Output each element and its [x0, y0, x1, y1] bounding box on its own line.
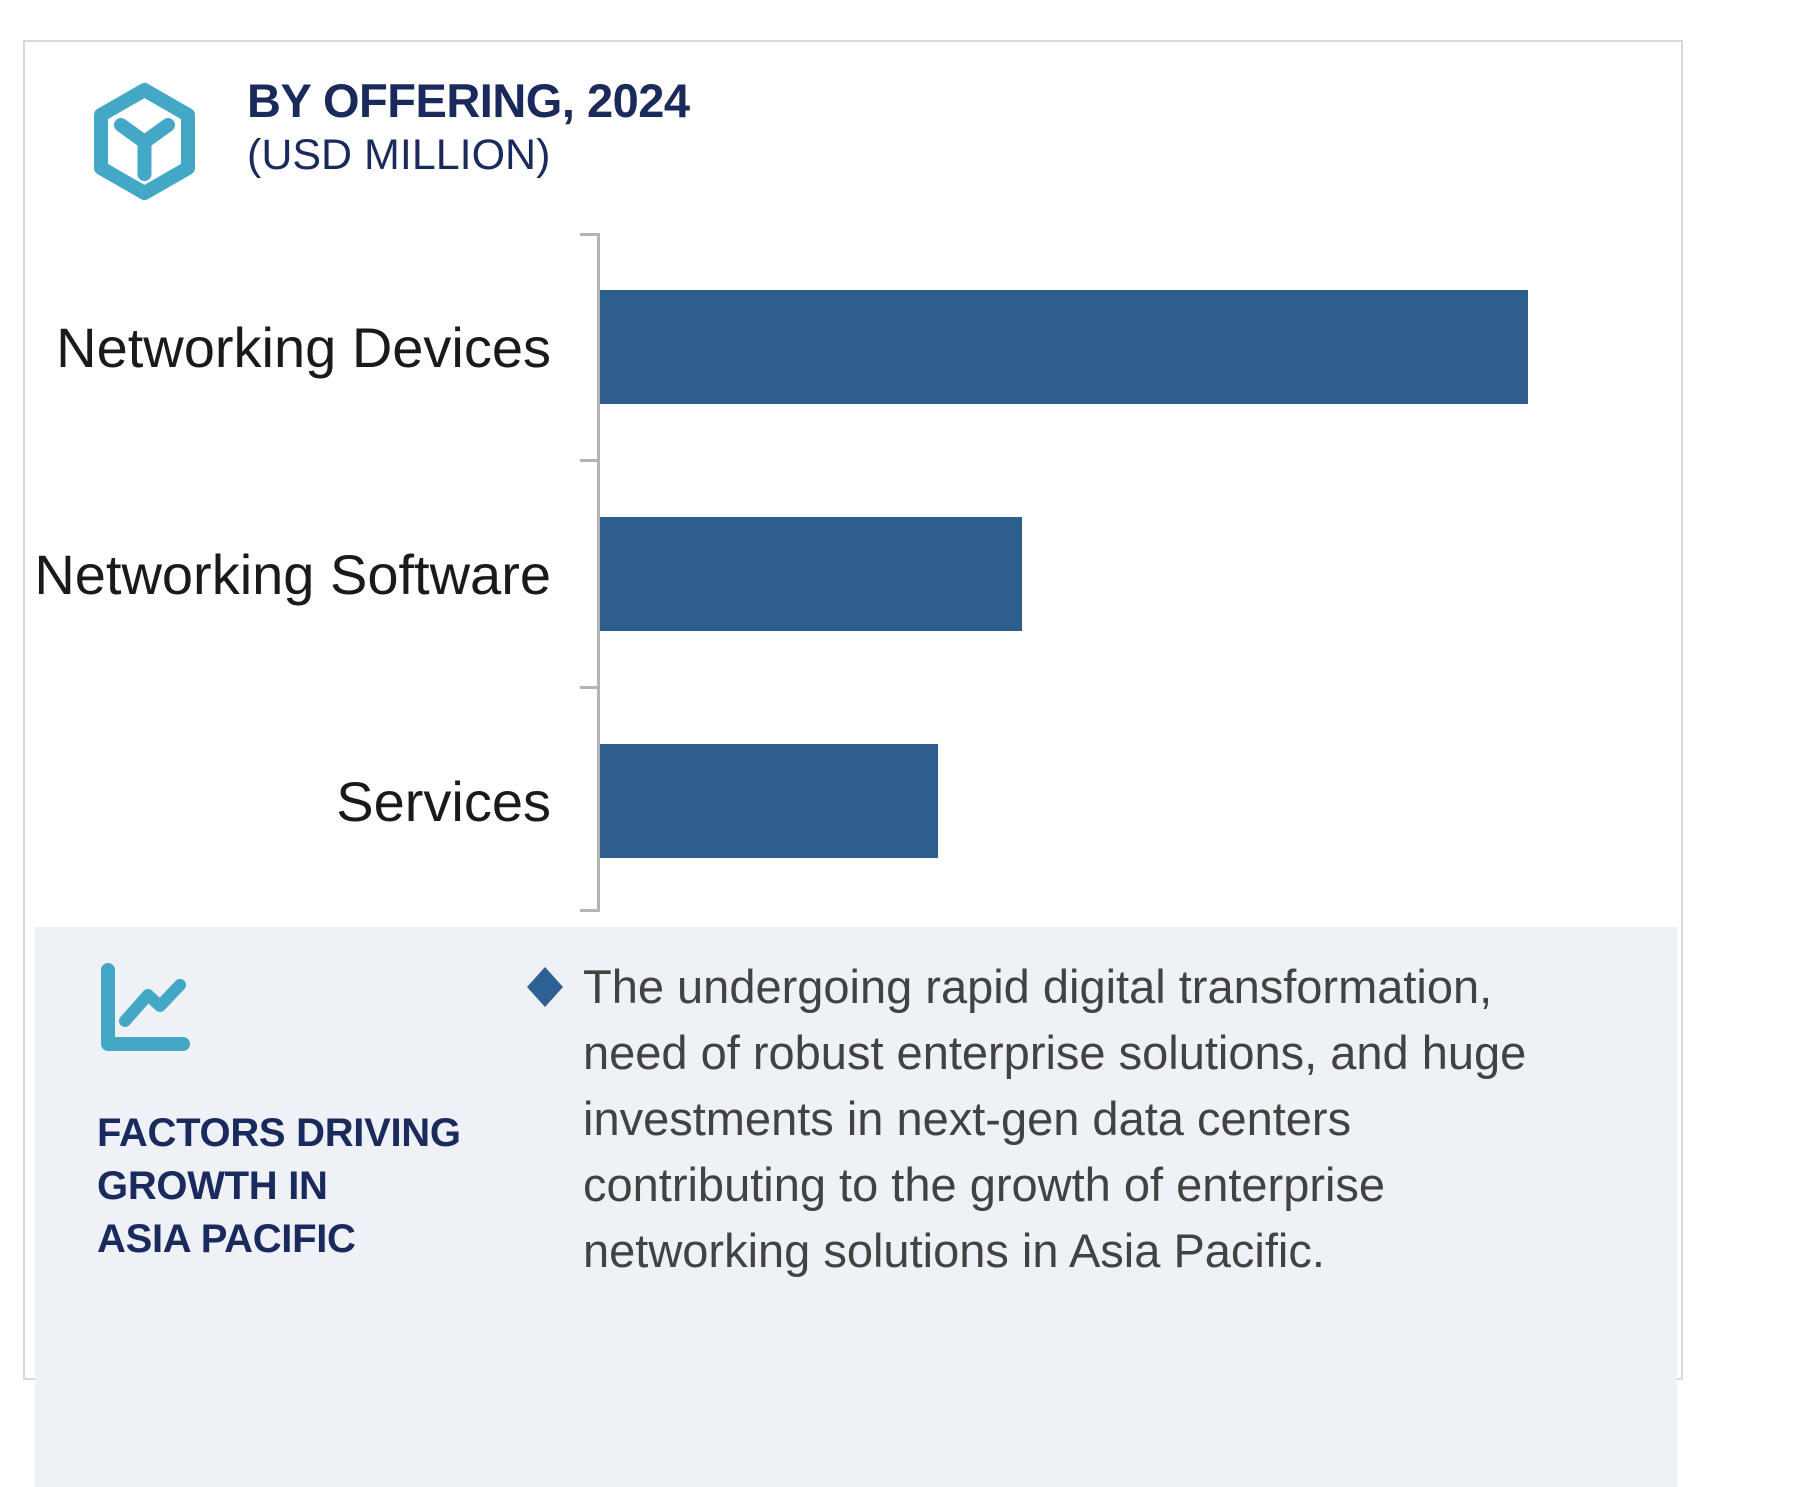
category-label: Networking Devices [56, 315, 551, 379]
axis-tick [580, 233, 597, 236]
growth-factor-text-line: need of robust enterprise solutions, and… [583, 1026, 1527, 1079]
category-label: Services [336, 769, 551, 833]
bar-networking-software [600, 517, 1022, 631]
axis-tick [580, 909, 597, 912]
growth-factor-text-line: contributing to the growth of enterprise [583, 1158, 1386, 1211]
panel-heading-line: FACTORS DRIVING [97, 1111, 461, 1155]
panel-heading-line: GROWTH IN [97, 1164, 328, 1208]
growth-factors-panel: FACTORS DRIVING GROWTH IN ASIA PACIFIC T… [35, 927, 1677, 1487]
axis-tick [580, 686, 597, 689]
panel-heading: FACTORS DRIVING GROWTH IN ASIA PACIFIC [97, 1107, 461, 1266]
y-axis-line [597, 233, 600, 912]
chart-title: BY OFFERING, 2024 [247, 74, 690, 127]
infographic-card: BY OFFERING, 2024 (USD MILLION) Networki… [23, 40, 1685, 1487]
hexagon-box-icon [94, 83, 195, 200]
bar-networking-devices [600, 290, 1528, 404]
growth-factor-text-line: networking solutions in Asia Pacific. [583, 1224, 1325, 1277]
growth-factor-text-line: investments in next-gen data centers [583, 1092, 1352, 1145]
bar-services [600, 744, 938, 858]
line-chart-icon [101, 963, 190, 1051]
panel-heading-line: ASIA PACIFIC [97, 1217, 356, 1261]
growth-factor-text: The undergoing rapid digital transformat… [583, 954, 1526, 1284]
chart-units-subtitle: (USD MILLION) [247, 131, 551, 179]
diamond-bullet-icon [527, 967, 563, 1007]
bar-chart-plot-area [580, 233, 1685, 912]
chart-title-block: BY OFFERING, 2024 (USD MILLION) [247, 72, 690, 180]
growth-factor-text-line: The undergoing rapid digital transformat… [583, 960, 1493, 1013]
category-label: Networking Software [34, 542, 551, 606]
axis-tick [580, 459, 597, 462]
